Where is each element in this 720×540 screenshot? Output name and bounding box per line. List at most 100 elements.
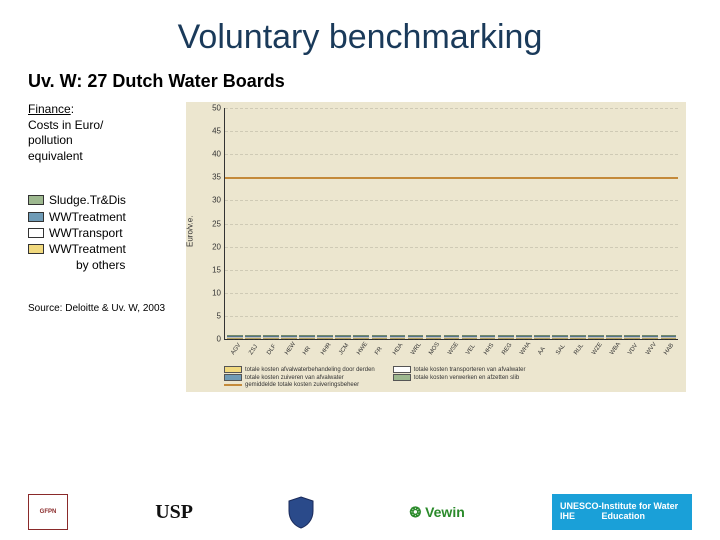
- x-tick-label: WVV: [645, 342, 658, 357]
- x-tick-label: REG: [501, 342, 513, 356]
- legend-item: Sludge.Tr&Dis: [28, 192, 178, 208]
- legend-swatch: [28, 244, 44, 254]
- finance-line3: equivalent: [28, 149, 178, 165]
- y-tick: 50: [212, 104, 225, 113]
- grid-line: [225, 339, 678, 340]
- left-column: Finance: Costs in Euro/ pollution equiva…: [28, 102, 178, 392]
- grid-line: [225, 224, 678, 225]
- y-tick: 10: [212, 288, 225, 297]
- legend-swatch: [28, 212, 44, 222]
- grid-line: [225, 270, 678, 271]
- plot-area: AGVZSJDLFHEWHRHHRJCMHWEFRHDAWRLMOSWSEVEL…: [224, 108, 678, 340]
- x-tick-label: WBA: [609, 342, 622, 357]
- legend-swatch: [28, 228, 44, 238]
- x-tick-label: WRL: [411, 342, 424, 356]
- slide-subtitle: Uv. W: 27 Dutch Water Boards: [28, 71, 692, 92]
- finance-heading: Finance: [28, 102, 71, 116]
- finance-line1: Costs in Euro/: [28, 118, 178, 134]
- x-tick-label: WSE: [447, 342, 460, 357]
- logo-gfpn: GFPN: [28, 494, 68, 530]
- x-tick-label: VEL: [465, 343, 476, 356]
- legend-bottom-item: totale kosten verwerken en afzetten slib: [393, 374, 526, 381]
- legend-bottom-item: totale kosten transporteren van afvalwat…: [393, 366, 526, 373]
- x-tick-label: HHS: [483, 342, 495, 356]
- x-tick-label: HR: [302, 346, 312, 357]
- x-tick-label: WZE: [591, 342, 604, 356]
- avg-line: [225, 177, 678, 179]
- y-tick: 25: [212, 219, 225, 228]
- legend-text: totale kosten afvalwaterbehandeling door…: [245, 367, 375, 373]
- legend-text: gemiddelde totale kosten zuiveringsbehee…: [245, 382, 359, 388]
- x-tick-label: AGV: [230, 342, 242, 356]
- chart-area: Euro/v.e. AGVZSJDLFHEWHRHHRJCMHWEFRHDAWR…: [186, 102, 692, 392]
- x-tick-label: HEW: [284, 341, 297, 356]
- legend-item: WWTransport: [28, 225, 178, 241]
- x-tick-label: JCM: [338, 343, 350, 357]
- x-tick-label: WHA: [519, 341, 532, 356]
- chart-box: Euro/v.e. AGVZSJDLFHEWHRHHRJCMHWEFRHDAWR…: [186, 102, 686, 392]
- source-text: Source: Deloitte & Uv. W, 2003: [28, 303, 178, 314]
- legend-swatch: [393, 366, 411, 373]
- legend-swatch: [224, 366, 242, 373]
- legend-swatch: [393, 374, 411, 381]
- finance-line2: pollution: [28, 133, 178, 149]
- slide-title: Voluntary benchmarking: [28, 18, 692, 57]
- legend-item: WWTreatment: [28, 209, 178, 225]
- finance-block: Finance: Costs in Euro/ pollution equiva…: [28, 102, 178, 164]
- legend-text: totale kosten transporteren van afvalwat…: [414, 367, 526, 373]
- grid-line: [225, 247, 678, 248]
- legend-extra: by others: [28, 257, 178, 273]
- grid-line: [225, 131, 678, 132]
- x-tick-label: DLF: [266, 343, 277, 356]
- x-tick-label: RUL: [573, 343, 585, 356]
- x-tick-label: HDA: [393, 342, 405, 356]
- y-tick: 30: [212, 196, 225, 205]
- content-row: Finance: Costs in Euro/ pollution equiva…: [28, 102, 692, 392]
- logo-bar: GFPN USP ❂ Vewin UNESCO-IHE Institute fo…: [28, 494, 692, 530]
- y-tick: 45: [212, 127, 225, 136]
- vewin-icon: ❂: [409, 504, 421, 521]
- legend-swatch: [28, 195, 44, 205]
- x-tick-label: HWE: [356, 341, 369, 356]
- legend-swatch: [224, 374, 242, 381]
- legend-label: Sludge.Tr&Dis: [49, 192, 126, 208]
- legend-bottom-col1: totale kosten afvalwaterbehandeling door…: [224, 366, 375, 388]
- x-tick-label: AA: [537, 346, 547, 356]
- logo-usp: USP: [149, 494, 199, 530]
- grid-line: [225, 108, 678, 109]
- x-tick-label: ZSJ: [248, 344, 259, 356]
- logo-vewin: ❂ Vewin: [403, 494, 470, 530]
- y-tick: 15: [212, 265, 225, 274]
- legend-line-icon: [224, 384, 242, 386]
- y-tick: 5: [217, 311, 225, 320]
- legend-label: WWTreatment: [49, 241, 126, 257]
- legend-bottom: totale kosten afvalwaterbehandeling door…: [224, 366, 678, 388]
- grid-line: [225, 154, 678, 155]
- logo-shield-icon: [280, 494, 322, 530]
- logo-unesco: UNESCO-IHE Institute for Water Education: [552, 494, 692, 530]
- legend-bottom-col2: totale kosten transporteren van afvalwat…: [393, 366, 526, 388]
- x-tick-label: SAL: [555, 343, 566, 356]
- legend-bottom-item: gemiddelde totale kosten zuiveringsbehee…: [224, 382, 375, 388]
- x-tick-label: HHR: [320, 342, 332, 356]
- legend-item: WWTreatment: [28, 241, 178, 257]
- x-tick-label: HAB: [664, 343, 676, 357]
- x-tick-label: MOS: [429, 342, 442, 357]
- legend-text: totale kosten zuiveren van afvalwater: [245, 375, 344, 381]
- legend-label: WWTreatment: [49, 209, 126, 225]
- x-tick-label: VDV: [627, 343, 639, 357]
- y-tick: 35: [212, 173, 225, 182]
- y-axis-label: Euro/v.e.: [186, 216, 195, 247]
- legend-bottom-item: totale kosten zuiveren van afvalwater: [224, 374, 375, 381]
- y-tick: 40: [212, 150, 225, 159]
- grid-line: [225, 200, 678, 201]
- legend-text: totale kosten verwerken en afzetten slib: [414, 375, 519, 381]
- slide: Voluntary benchmarking Uv. W: 27 Dutch W…: [0, 0, 720, 540]
- grid-line: [225, 293, 678, 294]
- legend-bottom-item: totale kosten afvalwaterbehandeling door…: [224, 366, 375, 373]
- x-tick-label: FR: [375, 346, 385, 356]
- legend-left: Sludge.Tr&DisWWTreatmentWWTransportWWTre…: [28, 192, 178, 273]
- grid-line: [225, 316, 678, 317]
- y-tick: 20: [212, 242, 225, 251]
- y-tick: 0: [217, 335, 225, 344]
